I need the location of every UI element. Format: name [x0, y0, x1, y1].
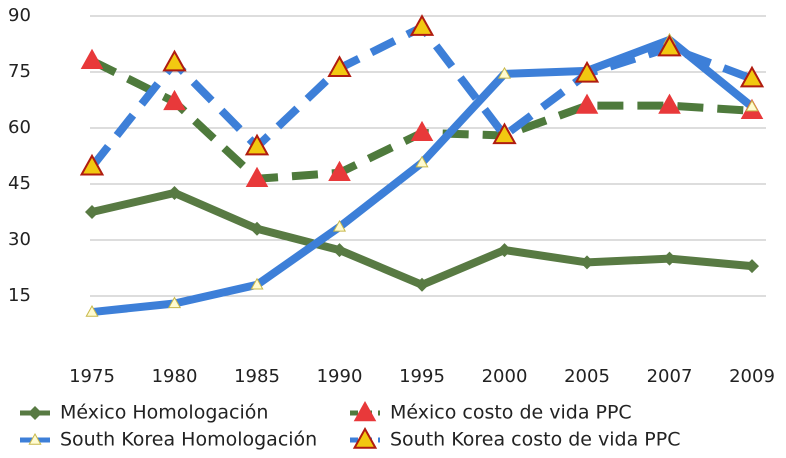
- marker: [332, 219, 347, 232]
- series-line: [91, 35, 755, 317]
- y-tick-label: 75: [8, 61, 31, 82]
- y-tick-label: 90: [8, 5, 31, 26]
- x-tick-label: 2007: [647, 366, 693, 387]
- y-tick-label: 45: [8, 173, 31, 194]
- marker: [79, 153, 105, 176]
- marker: [352, 426, 378, 449]
- marker: [739, 65, 765, 88]
- marker: [492, 122, 517, 145]
- x-tick-label: 1995: [399, 366, 445, 387]
- legend-label: South Korea Homologación: [60, 429, 317, 451]
- marker: [497, 243, 512, 258]
- marker: [657, 34, 682, 57]
- legend-label: México costo de vida PPC: [390, 402, 632, 424]
- marker: [80, 48, 104, 69]
- markers: [79, 14, 765, 176]
- x-tick-label: 1990: [317, 366, 363, 387]
- legend-label: México Homologación: [60, 402, 268, 424]
- x-tick-label: 2009: [729, 366, 775, 387]
- marker: [250, 277, 264, 290]
- x-tick-label: 2005: [564, 366, 610, 387]
- marker: [353, 400, 377, 422]
- marker: [658, 93, 681, 114]
- marker: [575, 93, 599, 114]
- marker: [85, 205, 99, 219]
- marker: [163, 89, 186, 111]
- x-tick-label: 1980: [152, 366, 198, 387]
- marker: [662, 251, 677, 266]
- marker: [745, 259, 759, 274]
- markers: [85, 32, 759, 317]
- x-tick-label: 1985: [234, 366, 280, 387]
- marker: [250, 221, 264, 236]
- marker: [580, 255, 594, 270]
- marker: [410, 120, 434, 142]
- x-tick-label: 2000: [482, 366, 528, 387]
- marker: [167, 296, 182, 309]
- marker: [574, 60, 600, 83]
- marker: [327, 55, 352, 77]
- marker: [245, 166, 269, 187]
- marker: [415, 155, 429, 168]
- marker: [745, 99, 759, 112]
- marker: [409, 14, 435, 36]
- marker: [28, 406, 42, 420]
- marker: [497, 66, 512, 79]
- x-tick-label: 1975: [69, 366, 115, 387]
- marker: [85, 305, 99, 317]
- marker: [332, 243, 347, 258]
- marker: [28, 432, 42, 445]
- y-tick-label: 30: [8, 229, 31, 250]
- y-tick-label: 15: [8, 285, 31, 306]
- marker: [328, 160, 351, 181]
- series-line: [91, 188, 753, 289]
- markers: [85, 185, 759, 292]
- marker: [415, 277, 429, 292]
- marker: [244, 133, 270, 156]
- y-tick-label: 60: [8, 117, 31, 138]
- legend-label: South Korea costo de vida PPC: [390, 429, 680, 451]
- marker: [167, 185, 182, 200]
- marker: [162, 49, 187, 72]
